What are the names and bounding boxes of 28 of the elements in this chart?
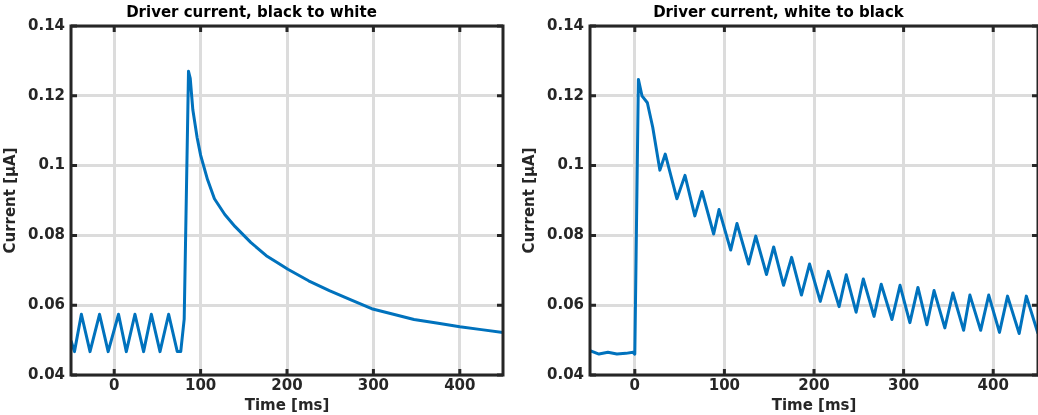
- y-tick-label: 0.08: [27, 225, 66, 244]
- chart-title: Driver current, black to white: [126, 2, 377, 21]
- x-tick-label: 300: [887, 375, 920, 394]
- x-tick-label: 300: [357, 375, 390, 394]
- y-tick-label: 0.1: [38, 155, 66, 174]
- x-tick-label: 400: [977, 375, 1009, 394]
- chart-title: Driver current, white to black: [653, 2, 905, 21]
- y-tick-label: 0.04: [546, 364, 585, 383]
- y-tick-label: 0.08: [546, 225, 585, 244]
- y-tick-label: 0.14: [546, 15, 585, 34]
- x-axis-title: Time [ms]: [244, 395, 330, 414]
- x-tick-label: 0: [108, 375, 120, 394]
- x-axis-title: Time [ms]: [771, 395, 857, 414]
- x-tick-label: 0: [629, 375, 641, 394]
- y-axis-title: Current [µA]: [0, 147, 19, 254]
- y-tick-label: 0.12: [27, 85, 66, 104]
- y-tick-label: 0.06: [27, 295, 66, 314]
- y-tick-label: 0.1: [557, 155, 585, 174]
- y-tick-label: 0.14: [27, 15, 66, 34]
- y-tick-label: 0.04: [27, 364, 66, 383]
- x-tick-label: 400: [444, 375, 476, 394]
- x-tick-label: 100: [708, 375, 741, 394]
- y-tick-label: 0.06: [546, 295, 585, 314]
- x-tick-label: 100: [184, 375, 217, 394]
- x-tick-label: 200: [271, 375, 303, 394]
- y-tick-label: 0.12: [546, 85, 585, 104]
- x-tick-label: 200: [798, 375, 830, 394]
- y-axis-title: Current [µA]: [519, 147, 538, 254]
